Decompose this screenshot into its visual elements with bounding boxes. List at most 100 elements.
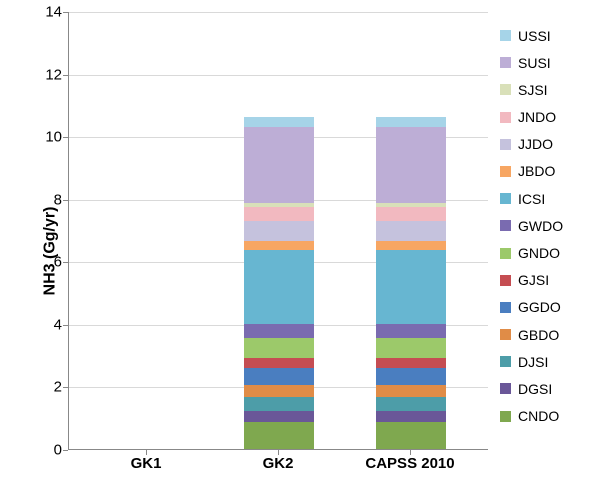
ytick-label: 6	[12, 254, 62, 271]
legend-item-gjsi: GJSI	[500, 273, 590, 288]
ytick-label: 10	[12, 129, 62, 146]
bar-segment-jjdo	[376, 221, 446, 241]
bar-segment-gndo	[376, 338, 446, 358]
legend-item-gwdo: GWDO	[500, 218, 590, 233]
ytick-mark	[63, 387, 68, 388]
legend-label: SUSI	[518, 55, 551, 71]
legend-swatch	[500, 383, 511, 394]
ytick-mark	[63, 12, 68, 13]
legend-item-djsi: DJSI	[500, 354, 590, 369]
legend-label: JJDO	[518, 136, 553, 152]
legend-label: SJSI	[518, 82, 548, 98]
bar-segment-jbdo	[244, 241, 314, 250]
ytick-label: 4	[12, 316, 62, 333]
legend-swatch	[500, 329, 511, 340]
ytick-mark	[63, 262, 68, 263]
legend-swatch	[500, 356, 511, 367]
legend-item-icsi: ICSI	[500, 191, 590, 206]
legend-label: GBDO	[518, 327, 559, 343]
legend-swatch	[500, 193, 511, 204]
xtick-label: GK1	[131, 455, 162, 472]
bar-segment-ussi	[376, 117, 446, 126]
legend-label: DGSI	[518, 381, 552, 397]
bar-segment-gndo	[244, 338, 314, 358]
bar-segment-cndo	[244, 422, 314, 449]
legend-swatch	[500, 275, 511, 286]
bar-segment-djsi	[376, 397, 446, 411]
ytick-label: 12	[12, 66, 62, 83]
bar-segment-sjsi	[376, 203, 446, 206]
bar-segment-icsi	[376, 250, 446, 324]
bar-segment-gwdo	[244, 324, 314, 338]
legend-item-jjdo: JJDO	[500, 137, 590, 152]
chart-container: NH3 (Gg/yr) USSI SUSI SJSI JNDO JJDO JBDO ICSI…	[0, 0, 598, 501]
xtick-label: CAPSS 2010	[365, 455, 454, 472]
legend-label: GJSI	[518, 272, 549, 288]
legend-label: GNDO	[518, 245, 560, 261]
ytick-label: 0	[12, 442, 62, 459]
legend: USSI SUSI SJSI JNDO JJDO JBDO ICSI GWDO GNDO GJSI…	[500, 28, 590, 436]
bar-segment-cndo	[376, 422, 446, 449]
legend-swatch	[500, 84, 511, 95]
legend-label: USSI	[518, 28, 551, 44]
bar-segment-jjdo	[244, 221, 314, 241]
ytick-mark	[63, 325, 68, 326]
legend-swatch	[500, 139, 511, 150]
legend-item-jbdo: JBDO	[500, 164, 590, 179]
legend-item-cndo: CNDO	[500, 409, 590, 424]
legend-swatch	[500, 411, 511, 422]
legend-item-ussi: USSI	[500, 28, 590, 43]
bar-group	[376, 11, 446, 449]
legend-swatch	[500, 30, 511, 41]
ytick-label: 8	[12, 191, 62, 208]
bar-segment-dgsi	[244, 411, 314, 422]
legend-swatch	[500, 302, 511, 313]
bar-segment-gjsi	[376, 358, 446, 367]
bar-segment-ggdo	[244, 368, 314, 385]
bar-group	[112, 11, 182, 449]
bar-segment-icsi	[244, 250, 314, 324]
legend-item-sjsi: SJSI	[500, 82, 590, 97]
legend-swatch	[500, 220, 511, 231]
bar-segment-ggdo	[376, 368, 446, 385]
legend-item-gndo: GNDO	[500, 246, 590, 261]
bar-segment-jndo	[244, 207, 314, 221]
legend-swatch	[500, 112, 511, 123]
plot-area	[68, 12, 488, 450]
bar-segment-gjsi	[244, 358, 314, 367]
legend-label: CNDO	[518, 408, 559, 424]
bar-segment-ussi	[244, 117, 314, 126]
legend-item-jndo: JNDO	[500, 110, 590, 125]
bar-segment-dgsi	[376, 411, 446, 422]
legend-item-ggdo: GGDO	[500, 300, 590, 315]
ytick-mark	[63, 450, 68, 451]
legend-item-dgsi: DGSI	[500, 381, 590, 396]
legend-label: ICSI	[518, 191, 545, 207]
bar-segment-susi	[376, 127, 446, 204]
legend-swatch	[500, 57, 511, 68]
bar-segment-sjsi	[244, 203, 314, 206]
legend-item-susi: SUSI	[500, 55, 590, 70]
ytick-label: 2	[12, 379, 62, 396]
y-axis-label: NH3 (Gg/yr)	[41, 206, 59, 295]
bar-group	[244, 11, 314, 449]
ytick-label: 14	[12, 4, 62, 21]
legend-swatch	[500, 248, 511, 259]
bar-segment-djsi	[244, 397, 314, 411]
legend-label: GWDO	[518, 218, 563, 234]
legend-label: JBDO	[518, 163, 555, 179]
ytick-mark	[63, 200, 68, 201]
xtick-label: GK2	[263, 455, 294, 472]
bar-segment-gbdo	[244, 385, 314, 398]
legend-swatch	[500, 166, 511, 177]
bar-segment-jbdo	[376, 241, 446, 250]
bar-segment-gbdo	[376, 385, 446, 398]
bar-segment-susi	[244, 127, 314, 204]
ytick-mark	[63, 75, 68, 76]
bar-segment-jndo	[376, 207, 446, 221]
legend-item-gbdo: GBDO	[500, 327, 590, 342]
legend-label: GGDO	[518, 299, 561, 315]
legend-label: JNDO	[518, 109, 556, 125]
ytick-mark	[63, 137, 68, 138]
bar-segment-gwdo	[376, 324, 446, 338]
